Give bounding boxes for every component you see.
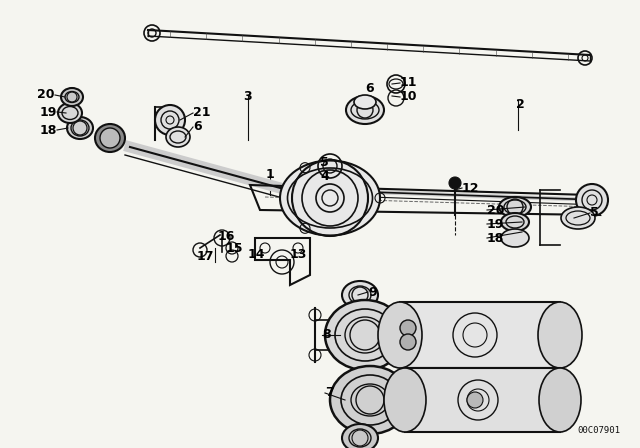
Ellipse shape (499, 197, 531, 217)
Ellipse shape (61, 88, 83, 106)
Ellipse shape (501, 229, 529, 247)
Bar (405, 368, 560, 432)
Text: 2: 2 (516, 99, 524, 112)
Text: 5: 5 (590, 207, 599, 220)
Text: 13: 13 (290, 249, 307, 262)
Circle shape (449, 177, 461, 189)
Text: 18: 18 (40, 124, 57, 137)
Text: 4: 4 (320, 171, 329, 184)
Text: 12: 12 (462, 181, 479, 194)
Text: 00C07901: 00C07901 (577, 426, 620, 435)
Ellipse shape (561, 207, 595, 229)
Text: 19: 19 (40, 105, 57, 119)
Text: 19: 19 (487, 217, 504, 231)
Ellipse shape (166, 127, 190, 147)
Text: 17: 17 (196, 250, 214, 263)
Text: 6: 6 (365, 82, 374, 95)
Ellipse shape (342, 424, 378, 448)
Ellipse shape (346, 96, 384, 124)
Text: 14: 14 (248, 249, 266, 262)
Text: 11: 11 (400, 77, 417, 90)
Circle shape (576, 184, 608, 216)
Text: 9: 9 (368, 285, 376, 298)
Ellipse shape (67, 117, 93, 139)
Ellipse shape (384, 368, 426, 432)
Text: 16: 16 (218, 229, 236, 242)
Bar (400, 302, 560, 368)
Ellipse shape (501, 213, 529, 231)
Ellipse shape (539, 368, 581, 432)
Circle shape (155, 105, 185, 135)
Ellipse shape (58, 103, 82, 123)
Text: 10: 10 (400, 90, 417, 103)
Text: 20: 20 (487, 203, 504, 216)
Text: 8: 8 (322, 328, 331, 341)
Circle shape (400, 334, 416, 350)
Ellipse shape (325, 300, 405, 370)
Text: 5: 5 (320, 155, 329, 168)
Text: 21: 21 (193, 107, 211, 120)
Ellipse shape (342, 281, 378, 309)
Circle shape (467, 392, 483, 408)
Text: 1: 1 (266, 168, 275, 181)
Text: 15: 15 (226, 241, 243, 254)
Ellipse shape (354, 95, 376, 109)
Ellipse shape (95, 124, 125, 152)
Circle shape (400, 320, 416, 336)
Ellipse shape (330, 366, 410, 434)
Ellipse shape (280, 160, 380, 236)
Text: 6: 6 (193, 121, 202, 134)
Text: 18: 18 (487, 232, 504, 245)
Ellipse shape (378, 302, 422, 368)
Text: 20: 20 (38, 89, 55, 102)
Text: 7: 7 (325, 387, 333, 400)
Ellipse shape (538, 302, 582, 368)
Circle shape (100, 128, 120, 148)
Text: 3: 3 (244, 90, 252, 103)
